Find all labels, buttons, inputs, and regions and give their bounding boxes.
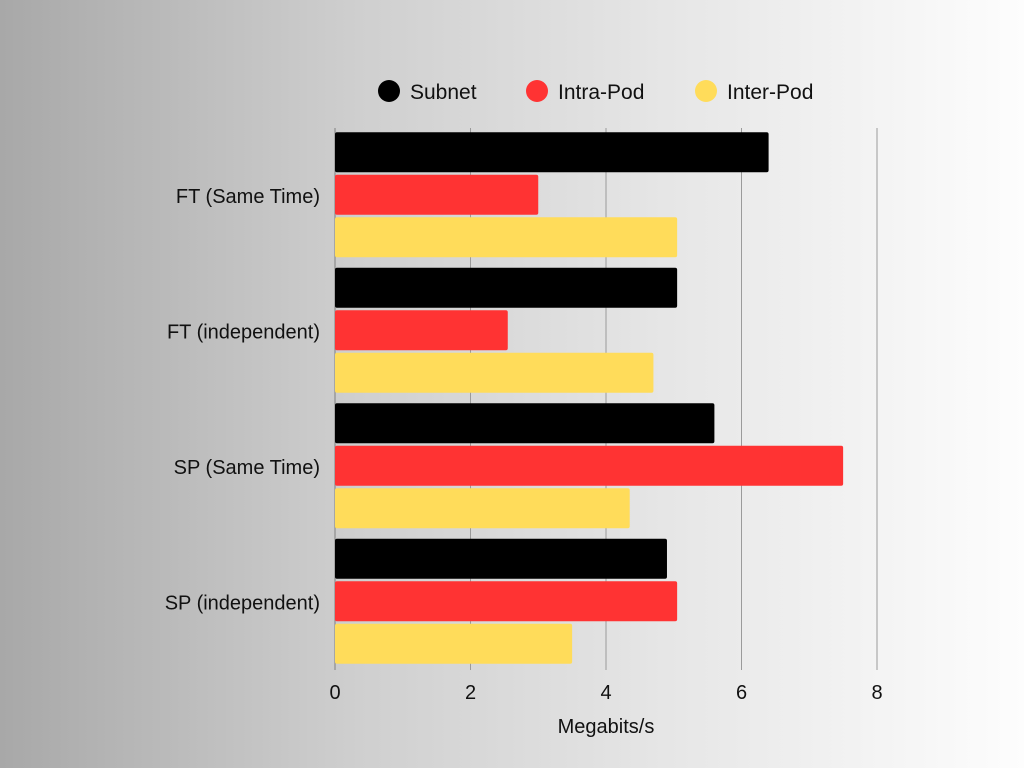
legend: Subnet Intra-Pod Inter-Pod [378,80,813,104]
category-label: SP (independent) [165,592,320,614]
x-tick-label: 6 [736,682,747,704]
category-labels: FT (Same Time) FT (independent) SP (Same T… [165,186,320,615]
bar-subnet-1 [335,267,678,308]
category-label: SP (Same Time) [174,457,320,479]
x-tick-label: 2 [465,682,476,704]
legend-swatch-intra-pod [526,80,548,102]
bar-intra-pod-2 [335,445,844,486]
bar-intra-pod-0 [335,174,539,215]
bar-subnet-3 [335,538,667,579]
bar-inter-pod-3 [335,623,573,664]
category-label: FT (Same Time) [176,186,320,208]
x-tick-labels: 0 2 4 6 8 [329,682,882,704]
bar-intra-pod-1 [335,310,508,351]
x-tick-label: 8 [871,682,882,704]
bar-inter-pod-2 [335,488,630,529]
x-tick-label: 0 [329,682,340,704]
bar-subnet-2 [335,403,715,444]
bar-inter-pod-1 [335,352,654,393]
legend-swatch-inter-pod [695,80,717,102]
legend-label-inter-pod: Inter-Pod [727,81,813,104]
bars [335,132,844,664]
bar-inter-pod-0 [335,217,678,258]
legend-swatch-subnet [378,80,400,102]
x-axis-title: Megabits/s [558,716,655,738]
bar-intra-pod-3 [335,581,678,622]
x-tick-label: 4 [600,682,611,704]
legend-label-subnet: Subnet [410,81,477,104]
bar-subnet-0 [335,132,769,173]
category-label: FT (independent) [167,321,320,343]
legend-label-intra-pod: Intra-Pod [558,81,644,104]
